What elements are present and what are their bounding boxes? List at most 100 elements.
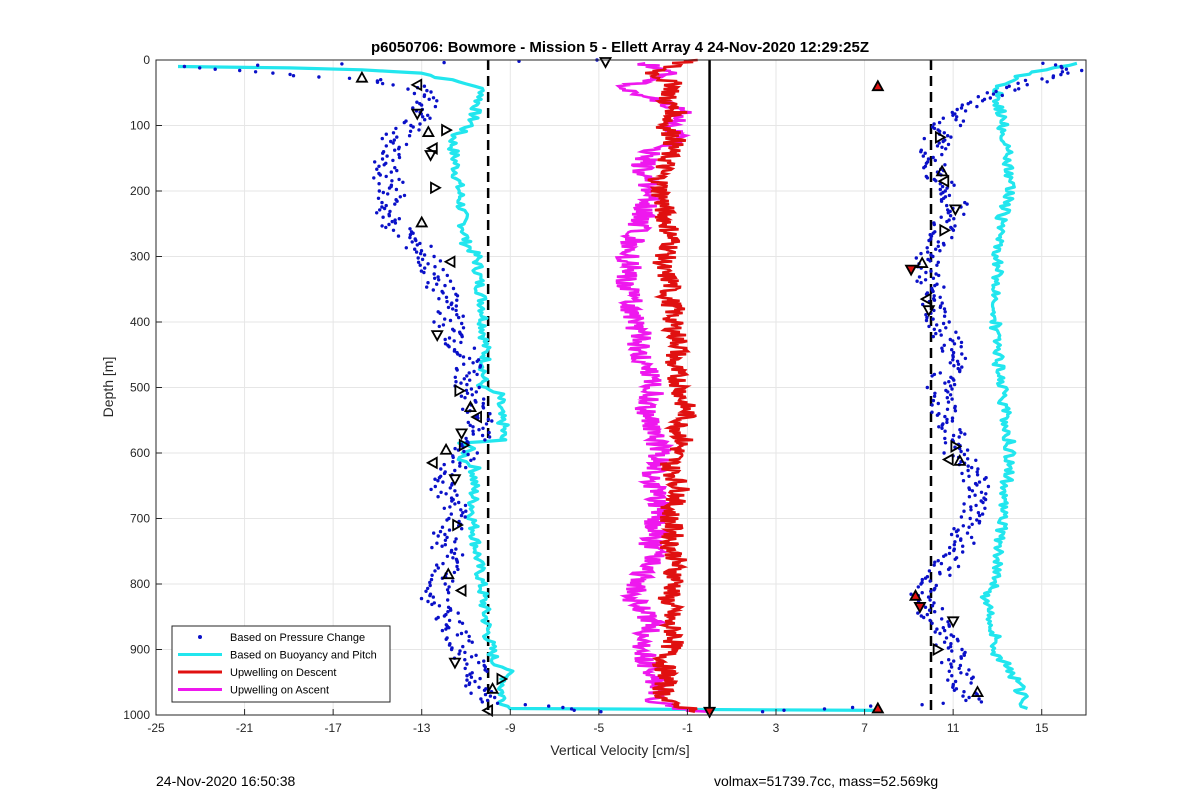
pressure-change-point <box>450 499 454 503</box>
pressure-change-point <box>941 116 945 120</box>
pressure-change-point <box>547 704 551 708</box>
pressure-change-point <box>428 580 432 585</box>
pressure-change-point <box>943 628 947 633</box>
pressure-change-point <box>288 72 292 77</box>
pressure-change-point <box>955 107 959 112</box>
pressure-change-point <box>451 556 455 560</box>
y-tick-label: 100 <box>130 119 150 133</box>
pressure-change-point <box>969 505 973 509</box>
pressure-change-point <box>439 490 443 494</box>
pressure-change-point <box>961 544 965 548</box>
pressure-change-point <box>950 387 954 391</box>
pressure-change-point <box>443 538 448 542</box>
ascent-triangle-marker <box>935 164 949 177</box>
pressure-change-point <box>469 655 474 659</box>
pressure-change-point <box>440 525 445 529</box>
pressure-change-point <box>452 339 456 343</box>
pressure-change-point <box>440 544 444 548</box>
pressure-change-point <box>927 608 932 612</box>
pressure-change-point <box>443 532 447 537</box>
pressure-change-point <box>952 183 956 187</box>
pressure-change-point <box>488 694 493 698</box>
pressure-change-point <box>422 94 426 99</box>
pressure-change-point <box>932 122 936 126</box>
pressure-change-point <box>938 631 942 636</box>
pressure-change-point <box>943 381 947 385</box>
pressure-change-point <box>487 430 491 435</box>
pressure-change-point <box>1005 85 1009 90</box>
pressure-change-point <box>920 591 924 595</box>
pressure-change-point <box>942 285 946 289</box>
pressure-change-point <box>967 695 971 700</box>
pressure-change-point <box>949 135 953 139</box>
pressure-change-point <box>391 131 396 135</box>
x-tick-label: 7 <box>861 721 868 735</box>
pressure-change-point <box>968 100 973 104</box>
pressure-change-point <box>936 559 940 563</box>
pressure-change-point <box>991 92 996 96</box>
pressure-change-point <box>466 420 470 425</box>
pressure-change-point <box>951 339 955 343</box>
pressure-change-point <box>965 672 969 676</box>
pressure-change-point <box>936 401 940 406</box>
descent-triangle-marker <box>481 703 494 717</box>
pressure-change-point <box>495 701 500 705</box>
pressure-change-point <box>441 267 445 272</box>
chart-series <box>177 58 1084 714</box>
pressure-change-point <box>968 516 972 521</box>
pressure-change-point <box>474 400 478 404</box>
pressure-change-point <box>429 577 434 582</box>
descent-triangle-marker <box>410 78 423 92</box>
pressure-change-point <box>950 180 954 184</box>
pressure-change-point <box>975 470 979 474</box>
pressure-change-point <box>418 241 422 246</box>
pressure-change-point <box>444 637 448 641</box>
pressure-change-point <box>940 660 944 665</box>
pressure-change-point <box>942 314 947 318</box>
pressure-change-point <box>432 320 436 324</box>
pressure-change-point <box>925 246 929 250</box>
pressure-change-point <box>420 257 425 262</box>
pressure-change-point <box>979 499 983 503</box>
pressure-change-point <box>916 585 920 589</box>
pressure-change-point <box>443 337 447 342</box>
descent-triangle-marker <box>441 567 455 580</box>
pressure-change-point <box>433 104 438 109</box>
pressure-change-point <box>470 640 474 644</box>
pressure-change-point <box>440 628 445 633</box>
pressure-change-point <box>472 457 476 461</box>
red-triangle-marker <box>908 588 923 601</box>
pressure-change-point <box>472 346 477 350</box>
pressure-change-point <box>924 270 928 275</box>
pressure-change-point <box>1000 93 1004 98</box>
pressure-change-point <box>445 299 449 304</box>
pressure-change-point <box>435 541 439 545</box>
pressure-change-point <box>952 382 957 387</box>
pressure-change-point <box>375 80 380 85</box>
pressure-change-point <box>920 577 924 582</box>
pressure-change-point <box>947 320 951 324</box>
pressure-change-point <box>464 630 468 634</box>
pressure-change-point <box>418 263 422 267</box>
pressure-change-point <box>969 681 973 685</box>
pressure-change-point <box>464 465 468 470</box>
pressure-change-point <box>447 626 451 630</box>
pressure-change-point <box>465 662 469 666</box>
pressure-change-point <box>419 251 423 256</box>
pressure-change-point <box>959 340 964 345</box>
pressure-change-point <box>397 177 401 182</box>
buoyancy-pitch-line-descent <box>177 64 882 712</box>
pressure-change-point <box>391 141 395 145</box>
pressure-change-point <box>455 564 459 569</box>
pressure-change-point <box>468 423 472 427</box>
pressure-change-point <box>925 315 929 320</box>
pressure-change-point <box>946 620 950 624</box>
pressure-change-point <box>948 545 952 550</box>
pressure-change-point <box>572 708 576 712</box>
pressure-change-point <box>373 160 377 164</box>
ascent-triangle-marker <box>939 223 952 237</box>
pressure-change-point <box>949 532 954 537</box>
pressure-change-point <box>1080 68 1084 73</box>
pressure-change-point <box>486 417 491 422</box>
pressure-change-point <box>938 187 942 192</box>
